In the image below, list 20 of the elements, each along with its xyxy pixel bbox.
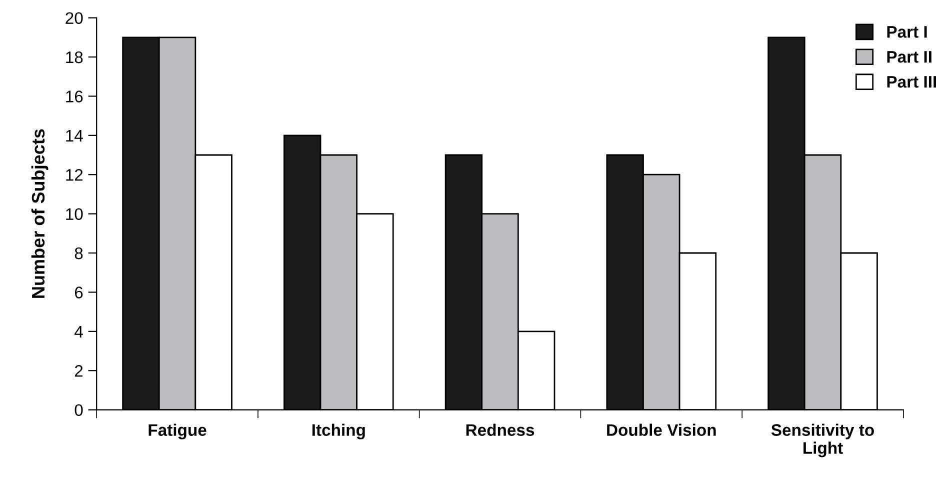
x-tick-label: Itching (312, 424, 365, 440)
y-tick-label: 0 (74, 404, 83, 416)
y-tick-label: 14 (66, 130, 83, 142)
legend-label: Part III (887, 76, 936, 88)
y-tick-label: 8 (74, 247, 83, 260)
y-tick-label: 12 (66, 169, 83, 181)
legend-label: Part II (887, 51, 932, 63)
y-tick-label: 6 (74, 286, 83, 298)
y-tick-label: 20 (66, 12, 83, 24)
x-tick-label: Fatigue (148, 424, 206, 440)
x-tick-label: Double Vision (607, 424, 716, 436)
x-tick-label: Redness (466, 424, 534, 436)
y-tick-label: 16 (66, 90, 83, 102)
y-tick-label: 4 (74, 326, 83, 338)
x-tick-label: Sensitivity to Light (771, 424, 874, 458)
legend-label: Part I (887, 26, 927, 38)
y-tick-label: 18 (66, 51, 83, 64)
y-tick-label: 2 (74, 365, 83, 377)
y-axis-title: Number of Subjects (31, 129, 48, 298)
y-tick-label: 10 (66, 208, 83, 220)
